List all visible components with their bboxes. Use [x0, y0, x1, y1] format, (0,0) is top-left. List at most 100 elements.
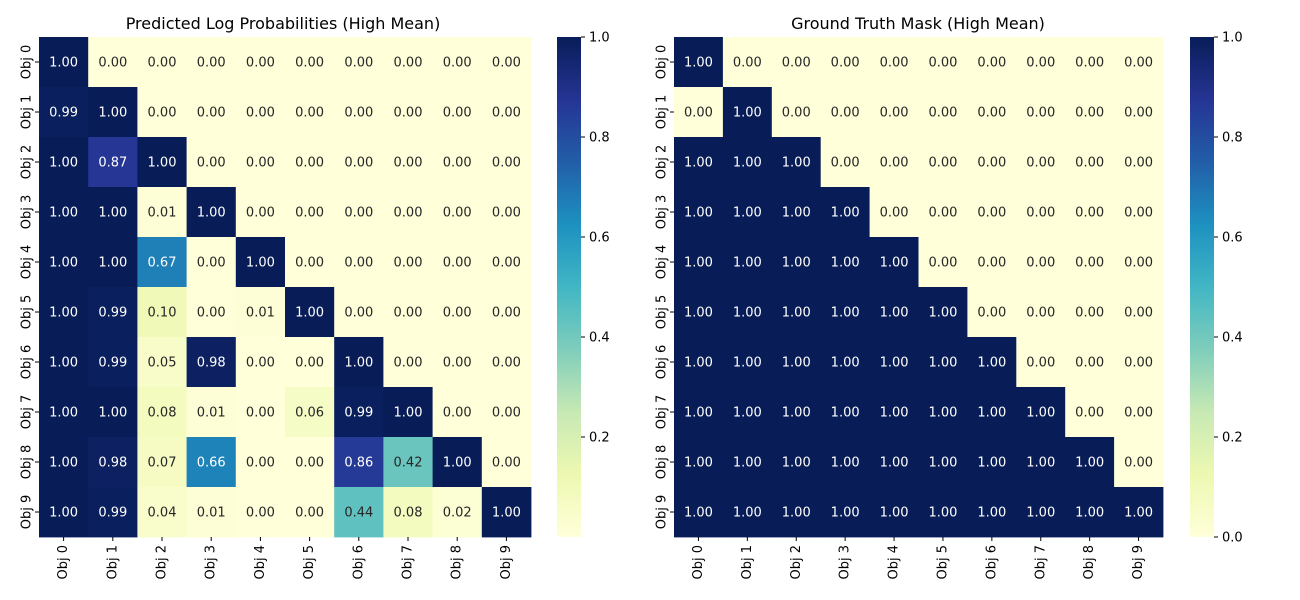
cell-value-label: 1.00 [977, 456, 1006, 471]
heatmap-cell [186, 487, 237, 538]
x-tick-label: Obj 8 [450, 545, 465, 580]
heatmap-cell [722, 87, 773, 138]
cell-value-label: 1.00 [98, 256, 127, 271]
cell-value-label: 1.00 [782, 506, 811, 521]
cell-value-label: 1.00 [928, 406, 957, 421]
heatmap-cell [285, 437, 335, 488]
x-tick-label: Obj 0 [56, 545, 71, 580]
heatmap-cell [1065, 87, 1115, 138]
cell-value-label: 0.00 [492, 406, 521, 421]
cell-value-label: 1.00 [1124, 506, 1153, 521]
heatmap-cell [1065, 187, 1115, 238]
heatmap-cell [967, 137, 1017, 188]
cell-value-label: 1.00 [49, 56, 78, 71]
cell-value-label: 0.01 [197, 506, 226, 521]
heatmap-cell [1016, 137, 1066, 188]
heatmap-cell [137, 87, 187, 138]
heatmap-cell [918, 337, 968, 388]
heatmap-cell [383, 437, 433, 488]
heatmap-cell [1016, 337, 1066, 388]
heatmap-cell [771, 37, 822, 88]
heatmap-cell [334, 287, 384, 338]
heatmap-cell [285, 187, 335, 238]
heatmap-cell [137, 287, 187, 338]
x-tick-label: Obj 0 [691, 545, 706, 580]
heatmap-cell [1114, 187, 1164, 238]
heatmap-cell [869, 187, 919, 238]
cell-value-label: 0.00 [1026, 356, 1055, 371]
cell-value-label: 0.00 [1124, 106, 1153, 121]
heatmap-cell [674, 287, 724, 338]
colorbar-tick-label: 1.0 [589, 31, 610, 46]
heatmap-cell [432, 487, 483, 538]
heatmap-cell [1114, 437, 1164, 488]
heatmap-cell [1114, 287, 1164, 338]
heatmap-cell [383, 137, 433, 188]
heatmap-cell [967, 187, 1017, 238]
cell-value-label: 1.00 [733, 106, 762, 121]
cell-value-label: 0.00 [443, 356, 472, 371]
heatmap-cell [334, 237, 384, 288]
cell-value-label: 0.00 [246, 206, 275, 221]
y-tick-label: Obj 1 [20, 95, 35, 130]
cell-value-label: 0.08 [148, 406, 177, 421]
heatmap-cell [918, 287, 968, 338]
heatmap-cell [967, 287, 1017, 338]
cell-value-label: 0.00 [295, 206, 324, 221]
cell-value-label: 0.00 [295, 106, 324, 121]
cell-value-label: 0.00 [492, 206, 521, 221]
cell-value-label: 0.00 [977, 106, 1006, 121]
heatmap-cell [1016, 37, 1066, 88]
heatmap-ground-truth: Ground Truth Mask (High Mean) 1.00 0.00 0.… [655, 14, 1243, 580]
y-tick-label: Obj 3 [655, 195, 670, 230]
y-tick-label: Obj 6 [20, 345, 35, 380]
cell-value-label: 1.00 [928, 456, 957, 471]
cell-value-label: 1.00 [49, 456, 78, 471]
y-tick-label: Obj 7 [655, 395, 670, 430]
heatmap-cell [674, 137, 724, 188]
cell-value-label: 1.00 [782, 206, 811, 221]
heatmap-cell [39, 187, 89, 238]
y-tick-label: Obj 9 [655, 495, 670, 530]
x-tick-label: Obj 7 [1033, 545, 1048, 580]
heatmap-cell [383, 87, 433, 138]
x-tick-label: Obj 3 [838, 545, 853, 580]
colorbar-tick-label: 1.0 [1222, 31, 1243, 46]
cell-value-label: 0.99 [344, 406, 373, 421]
heatmap-cell [39, 387, 89, 438]
heatmap-cell [869, 87, 919, 138]
heatmap-cell [39, 337, 89, 388]
cell-value-label: 0.02 [443, 506, 472, 521]
cell-value-label: 0.00 [492, 306, 521, 321]
heatmap-cell [918, 187, 968, 238]
cell-value-label: 0.00 [443, 56, 472, 71]
cell-value-label: 1.00 [1026, 456, 1055, 471]
heatmap-cell [1016, 187, 1066, 238]
heatmap-cell [137, 487, 187, 538]
heatmap-cell [967, 337, 1017, 388]
x-tick-label: Obj 9 [1131, 545, 1146, 580]
heatmap-cell [771, 237, 822, 288]
cell-value-label: 1.00 [492, 506, 521, 521]
heatmap-cell [820, 487, 870, 538]
heatmap-cell [334, 137, 384, 188]
heatmap-cell [432, 287, 483, 338]
colorbar-tick-label: 0.6 [589, 231, 610, 246]
heatmap-cell [674, 37, 724, 88]
cell-value-label: 0.00 [733, 56, 762, 71]
heatmap-cell [137, 337, 187, 388]
cell-value-label: 1.00 [880, 506, 909, 521]
cell-value-label: 1.00 [928, 506, 957, 521]
cell-value-label: 0.00 [1124, 356, 1153, 371]
cell-value-label: 0.00 [295, 256, 324, 271]
heatmap-cell [88, 187, 138, 238]
x-tick-label: Obj 8 [1082, 545, 1097, 580]
heatmap-cell [88, 437, 138, 488]
y-tick-label: Obj 8 [20, 445, 35, 480]
cell-value-label: 0.00 [344, 56, 373, 71]
heatmap-cell [674, 387, 724, 438]
heatmap-cell [432, 187, 483, 238]
heatmap-cell [771, 337, 822, 388]
heatmap-cell [383, 187, 433, 238]
cell-value-label: 0.00 [1075, 306, 1104, 321]
